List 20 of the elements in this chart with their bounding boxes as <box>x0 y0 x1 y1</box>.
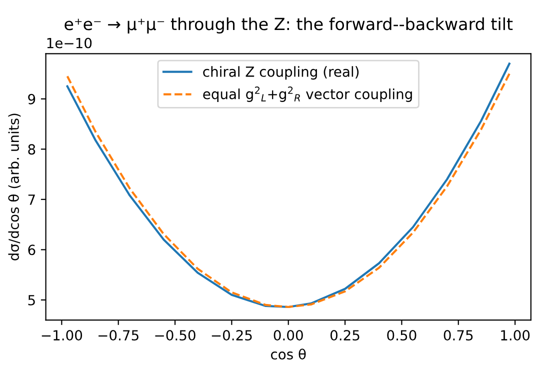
x-tick-label: 1.00 <box>501 330 530 341</box>
x-tick-label: 0.75 <box>444 330 473 341</box>
x-axis-title: cos θ <box>270 348 306 360</box>
x-tick-label: 0.25 <box>330 330 360 341</box>
x-tick-label: −0.75 <box>98 330 138 341</box>
legend-label: equal g$^{2}$$_{L}$+g$^{2}$$_{R}$ vector coupling <box>203 86 412 102</box>
chart-title: e⁺e⁻ → μ⁺μ⁻ through the Z: the forward--backward tilt <box>64 17 513 34</box>
y-tick-label: 5 <box>28 295 35 306</box>
y-tick-label: 9 <box>28 94 36 104</box>
x-tick-label: −0.25 <box>212 330 252 341</box>
x-tick-label: −0.50 <box>155 330 196 341</box>
y-tick-label: 6 <box>28 244 36 256</box>
x-tick-label: 0.00 <box>274 330 303 341</box>
text: 1e−10 <box>47 38 92 48</box>
x-tick-label: −1.00 <box>42 330 82 341</box>
y-axis-title: dσ/dcos θ (arb. units) <box>8 114 21 260</box>
legend-label: chiral Z coupling (real) <box>203 66 359 80</box>
x-tick-label: 0.50 <box>387 330 416 341</box>
y-tick-label: 8 <box>28 144 36 155</box>
y-tick-label: 7 <box>28 194 35 205</box>
